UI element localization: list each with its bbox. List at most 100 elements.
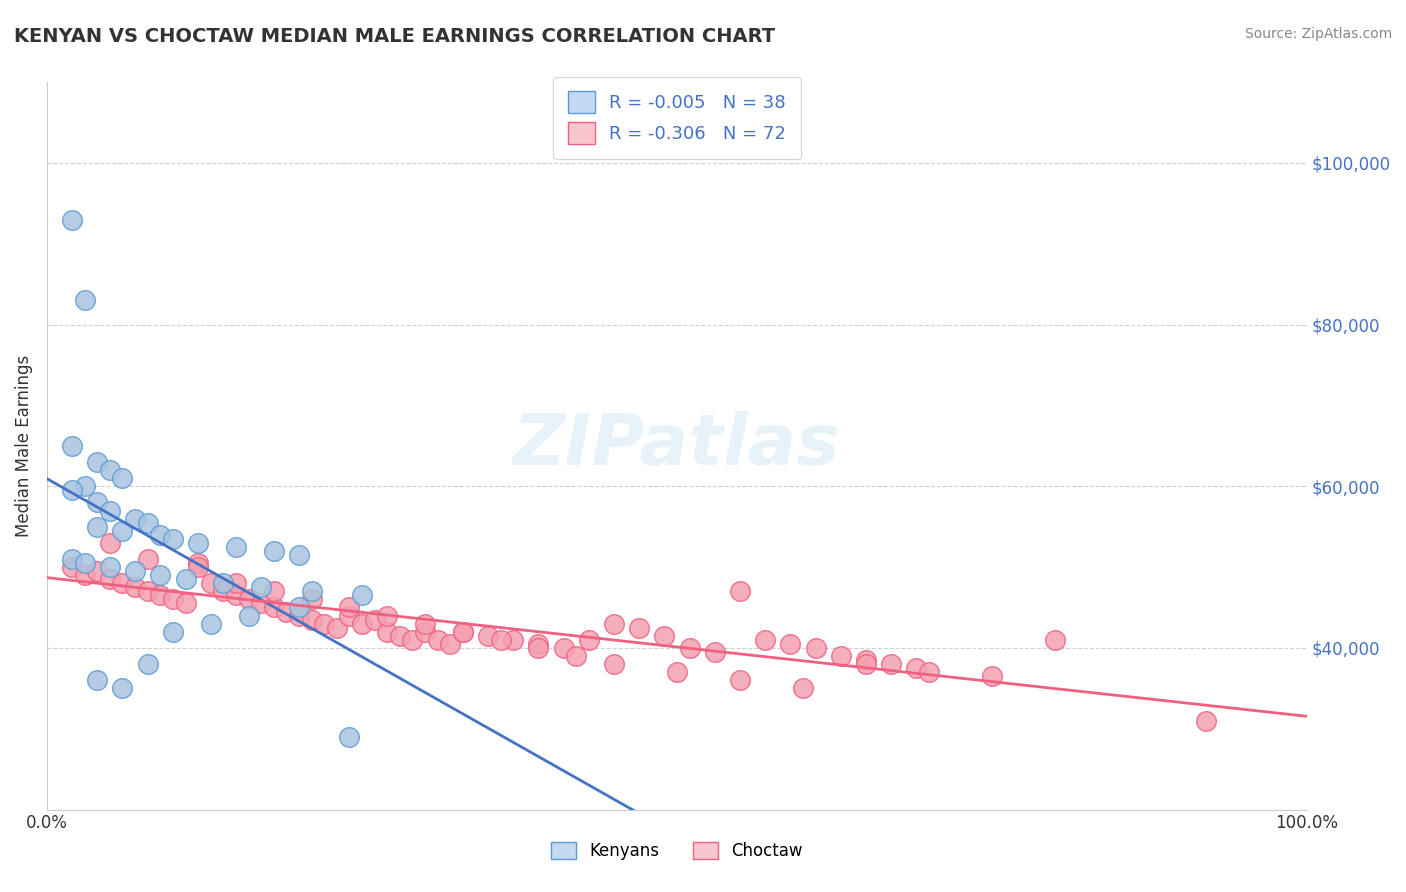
Point xyxy=(388,629,411,643)
Point xyxy=(276,605,298,619)
Point xyxy=(149,588,172,602)
Point xyxy=(678,640,700,655)
Point xyxy=(603,616,626,631)
Point xyxy=(337,600,360,615)
Point xyxy=(337,608,360,623)
Point xyxy=(187,560,209,574)
Point xyxy=(200,576,222,591)
Point xyxy=(350,588,373,602)
Point xyxy=(124,511,146,525)
Point xyxy=(703,645,725,659)
Point xyxy=(728,673,751,688)
Point xyxy=(238,608,260,623)
Point xyxy=(527,637,550,651)
Point xyxy=(162,592,184,607)
Point xyxy=(60,483,83,498)
Point xyxy=(363,613,385,627)
Point xyxy=(301,613,323,627)
Point xyxy=(855,653,877,667)
Point xyxy=(136,584,159,599)
Point xyxy=(174,572,197,586)
Point xyxy=(779,637,801,651)
Point xyxy=(149,527,172,541)
Point xyxy=(578,632,600,647)
Point xyxy=(250,580,273,594)
Point xyxy=(426,632,449,647)
Point xyxy=(413,616,436,631)
Point xyxy=(187,536,209,550)
Point xyxy=(413,624,436,639)
Point xyxy=(124,580,146,594)
Point xyxy=(728,584,751,599)
Point xyxy=(855,657,877,671)
Point xyxy=(1195,714,1218,728)
Point xyxy=(238,592,260,607)
Point xyxy=(502,632,524,647)
Text: ZIPatlas: ZIPatlas xyxy=(513,411,841,481)
Point xyxy=(225,588,247,602)
Point xyxy=(314,616,336,631)
Point xyxy=(111,471,134,485)
Point xyxy=(111,524,134,538)
Point xyxy=(136,516,159,530)
Point xyxy=(60,212,83,227)
Point xyxy=(477,629,499,643)
Point xyxy=(263,600,285,615)
Point xyxy=(86,564,108,578)
Y-axis label: Median Male Earnings: Median Male Earnings xyxy=(15,355,32,537)
Point xyxy=(489,632,512,647)
Point xyxy=(375,608,398,623)
Point xyxy=(60,552,83,566)
Point xyxy=(665,665,688,680)
Point xyxy=(301,584,323,599)
Point xyxy=(325,621,347,635)
Point xyxy=(136,657,159,671)
Point xyxy=(288,608,311,623)
Point xyxy=(880,657,903,671)
Point xyxy=(73,293,96,308)
Point xyxy=(804,640,827,655)
Point xyxy=(905,661,928,675)
Point xyxy=(73,568,96,582)
Point xyxy=(86,495,108,509)
Point xyxy=(225,576,247,591)
Point xyxy=(754,632,776,647)
Point xyxy=(401,632,423,647)
Point xyxy=(86,673,108,688)
Point xyxy=(212,584,235,599)
Point xyxy=(162,532,184,546)
Point xyxy=(792,681,814,696)
Point xyxy=(86,519,108,533)
Point xyxy=(553,640,575,655)
Point xyxy=(174,597,197,611)
Point xyxy=(981,669,1004,683)
Text: KENYAN VS CHOCTAW MEDIAN MALE EARNINGS CORRELATION CHART: KENYAN VS CHOCTAW MEDIAN MALE EARNINGS C… xyxy=(14,27,775,45)
Point xyxy=(628,621,651,635)
Point xyxy=(250,597,273,611)
Point xyxy=(98,560,121,574)
Point xyxy=(451,624,474,639)
Point xyxy=(1043,632,1066,647)
Point xyxy=(375,624,398,639)
Point xyxy=(288,548,311,562)
Point xyxy=(212,576,235,591)
Point xyxy=(337,730,360,744)
Point xyxy=(60,560,83,574)
Point xyxy=(73,479,96,493)
Point xyxy=(86,455,108,469)
Point xyxy=(451,624,474,639)
Point xyxy=(603,657,626,671)
Point xyxy=(263,544,285,558)
Point xyxy=(98,536,121,550)
Point xyxy=(162,624,184,639)
Point xyxy=(124,564,146,578)
Point xyxy=(918,665,941,680)
Point xyxy=(565,648,588,663)
Point xyxy=(98,572,121,586)
Legend: R = -0.005   N = 38, R = -0.306   N = 72: R = -0.005 N = 38, R = -0.306 N = 72 xyxy=(554,77,800,159)
Point xyxy=(98,503,121,517)
Point xyxy=(439,637,461,651)
Point xyxy=(111,681,134,696)
Point xyxy=(187,556,209,570)
Point xyxy=(288,600,311,615)
